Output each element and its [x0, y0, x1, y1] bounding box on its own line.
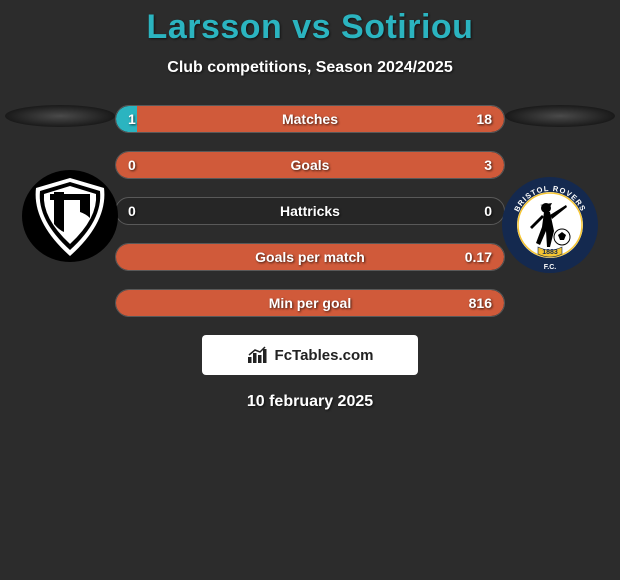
stat-row: 816Min per goal: [0, 289, 620, 317]
stat-row: 118Matches: [0, 105, 620, 133]
stat-label: Goals per match: [115, 243, 505, 271]
chart-icon: [247, 346, 269, 364]
ring-text-bottom: F.C.: [544, 264, 557, 271]
page-title: Larsson vs Sotiriou: [0, 8, 620, 47]
club-badge-left: [20, 170, 120, 270]
date-text: 10 february 2025: [0, 393, 620, 411]
stat-label: Matches: [115, 105, 505, 133]
watermark-text: FcTables.com: [275, 347, 374, 364]
badge-year: 1883: [542, 249, 558, 256]
watermark: FcTables.com: [202, 335, 418, 375]
subtitle: Club competitions, Season 2024/2025: [0, 59, 620, 77]
club-badge-right: BRISTOL ROVERS 1883 F.C.: [500, 175, 600, 275]
stat-label: Hattricks: [115, 197, 505, 225]
stat-label: Min per goal: [115, 289, 505, 317]
stat-label: Goals: [115, 151, 505, 179]
